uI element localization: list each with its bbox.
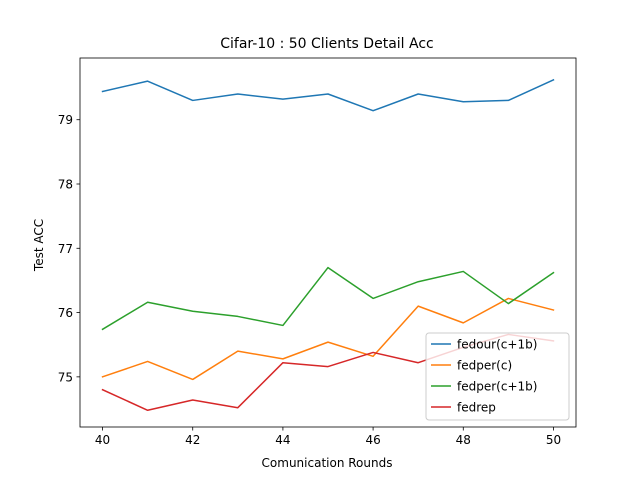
x-axis: 40 42 44 46 48 50 — [95, 427, 561, 447]
y-tick-label: 79 — [58, 113, 73, 127]
legend-label-fedper(c): fedper(c) — [457, 359, 512, 373]
series-line-fedper(c) — [101, 297, 555, 381]
x-axis-label: Comunication Rounds — [262, 456, 393, 470]
y-axis: 75 76 77 78 79 — [58, 113, 80, 384]
y-tick-label: 78 — [58, 178, 73, 192]
y-axis-label: Test ACC — [32, 219, 46, 272]
legend-label-fedper(c+1b): fedper(c+1b) — [457, 380, 537, 394]
x-tick-label: 40 — [95, 433, 110, 447]
legend-label-fedrep: fedrep — [457, 401, 496, 415]
x-tick-label: 50 — [546, 433, 561, 447]
y-tick-label: 77 — [58, 242, 73, 256]
legend-box — [425, 332, 570, 421]
y-tick-label: 76 — [58, 306, 73, 320]
x-tick-label: 42 — [185, 433, 200, 447]
x-tick-label: 44 — [275, 433, 290, 447]
y-tick-label: 75 — [58, 370, 73, 384]
legend: fedour(c+1b) fedper(c) fedper(c+1b) fedrep — [425, 332, 570, 421]
x-tick-label: 48 — [456, 433, 471, 447]
plot-frame — [79, 57, 577, 428]
chart-title: Cifar-10 : 50 Clients Detail Acc — [220, 36, 433, 52]
series-line-fedper(c+1b) — [101, 266, 555, 331]
series-line-fedour(c+1b) — [101, 78, 555, 112]
legend-label-fedour(c+1b): fedour(c+1b) — [457, 338, 537, 352]
x-tick-label: 46 — [365, 433, 380, 447]
